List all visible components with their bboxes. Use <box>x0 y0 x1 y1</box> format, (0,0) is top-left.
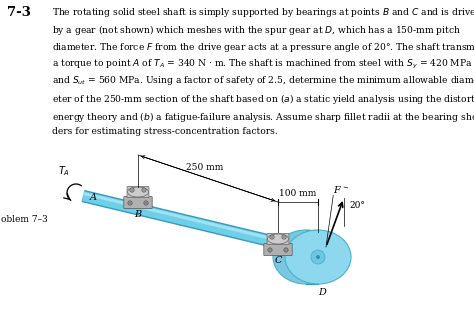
Text: 7-3: 7-3 <box>7 6 31 19</box>
Circle shape <box>316 255 320 259</box>
Ellipse shape <box>128 187 148 197</box>
Circle shape <box>284 248 288 252</box>
Text: 250 mm: 250 mm <box>186 163 224 172</box>
Ellipse shape <box>273 230 339 284</box>
Circle shape <box>142 188 146 192</box>
FancyBboxPatch shape <box>264 244 292 255</box>
Circle shape <box>311 250 325 264</box>
Text: C: C <box>274 256 282 265</box>
Text: A: A <box>90 194 97 202</box>
Text: oblem 7–3: oblem 7–3 <box>1 215 48 224</box>
Circle shape <box>128 201 132 205</box>
Text: D: D <box>318 288 326 297</box>
FancyBboxPatch shape <box>124 197 152 209</box>
Circle shape <box>144 201 148 205</box>
Text: B: B <box>135 210 142 219</box>
Text: 20°: 20° <box>350 201 365 210</box>
FancyBboxPatch shape <box>267 233 289 245</box>
FancyBboxPatch shape <box>127 186 149 198</box>
Circle shape <box>282 235 286 239</box>
Text: F: F <box>333 186 340 195</box>
Circle shape <box>268 248 272 252</box>
Text: $T_A$: $T_A$ <box>58 164 70 178</box>
Text: The rotating solid steel shaft is simply supported by bearings at points $\mathi: The rotating solid steel shaft is simply… <box>52 6 474 136</box>
Circle shape <box>130 188 134 192</box>
Ellipse shape <box>267 234 289 244</box>
Circle shape <box>270 235 274 239</box>
Polygon shape <box>306 230 318 284</box>
Text: 100 mm: 100 mm <box>279 189 317 198</box>
Ellipse shape <box>285 230 351 284</box>
